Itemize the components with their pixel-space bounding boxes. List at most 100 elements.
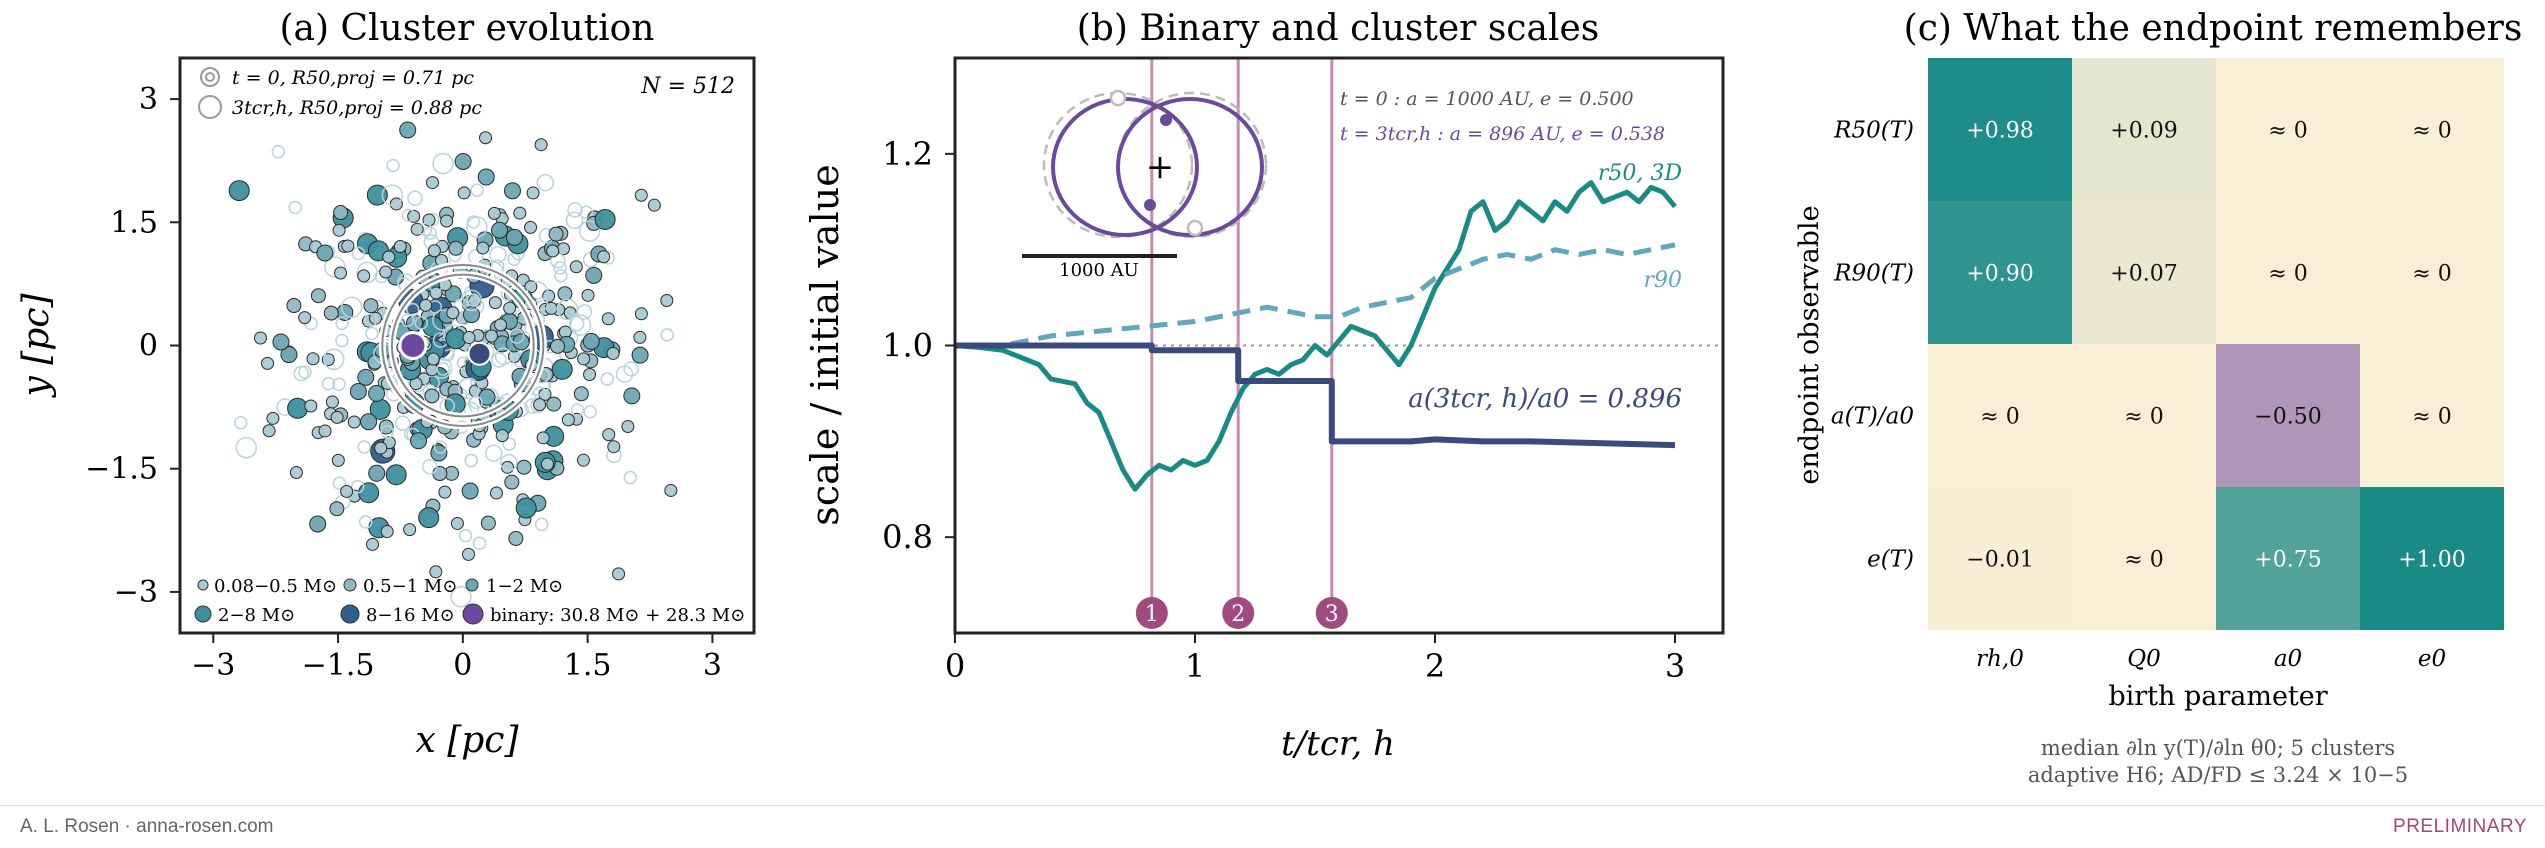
star-marker xyxy=(432,152,454,175)
heatmap-cell-value: ≈ 0 xyxy=(2124,405,2163,430)
star-marker xyxy=(561,413,575,427)
heatmap-cell xyxy=(2216,487,2360,630)
star-marker xyxy=(634,307,648,321)
chart-b-xlabel: t/tcr, h xyxy=(1281,724,1395,764)
star-marker xyxy=(261,356,275,370)
star-marker xyxy=(419,298,433,312)
legend-mass-3: 1−2 M⊙ xyxy=(486,576,563,597)
chart-a-plot-area xyxy=(178,56,756,635)
star-marker xyxy=(318,424,332,438)
chart-b-ylabel: scale / initial value xyxy=(803,164,847,525)
star-marker xyxy=(569,260,583,274)
legend-mass-4: 2−8 M⊙ xyxy=(218,605,295,626)
star-marker xyxy=(399,121,417,139)
heatmap-cell xyxy=(1928,201,2072,344)
star-marker xyxy=(425,176,439,190)
heatmap-cell-value: −0.01 xyxy=(1966,548,2033,573)
line-chart-panel: (b) Binary and cluster scales 1 2 3 0 1 2 3 0.… xyxy=(803,8,1725,764)
star-marker xyxy=(534,138,548,152)
heatmap-cell xyxy=(1928,487,2072,630)
heatmap-cell-value: ≈ 0 xyxy=(2268,262,2307,287)
star-marker xyxy=(461,482,479,500)
star-marker xyxy=(331,453,345,467)
star-marker xyxy=(379,265,393,279)
star-marker xyxy=(491,352,507,368)
star-marker xyxy=(380,425,394,439)
star-marker xyxy=(454,152,472,170)
star-marker xyxy=(633,330,647,344)
star-marker xyxy=(664,483,678,497)
star-marker xyxy=(422,458,438,475)
star-marker xyxy=(500,453,518,472)
star-marker xyxy=(621,419,635,433)
star-marker xyxy=(458,528,473,543)
orbit-final-2 xyxy=(1116,97,1264,237)
star-marker xyxy=(634,188,648,202)
binary-t0-annotation: t = 0 : a = 1000 AU, e = 0.500 xyxy=(1340,88,1634,110)
star-marker xyxy=(464,453,478,468)
star-marker xyxy=(583,368,597,382)
star-marker xyxy=(365,326,379,341)
legend-binary: binary: 30.8 M⊙ + 28.3 M⊙ xyxy=(490,605,745,626)
chart-c-ylabel: endpoint observable xyxy=(1794,205,1825,484)
star-marker xyxy=(440,214,454,228)
star-marker xyxy=(524,220,538,234)
star-marker xyxy=(444,285,462,303)
heatmap-column-label: a0 xyxy=(2274,646,2302,672)
legend-t0-marker-inner xyxy=(205,72,215,82)
event-label: 1 xyxy=(1145,602,1159,627)
scalebar-label: 1000 AU xyxy=(1059,260,1139,281)
heatmap-row-label: R90(T) xyxy=(1833,261,1914,287)
star-marker xyxy=(436,362,450,376)
heatmap-cell-value: +0.90 xyxy=(1966,262,2033,287)
star-marker xyxy=(394,415,411,431)
heatmap-column-label: e0 xyxy=(2418,646,2446,672)
star-marker xyxy=(357,269,371,283)
event-marker xyxy=(1222,597,1255,629)
legend-bottom: 0.08−0.5 M⊙ 0.5−1 M⊙ 1−2 M⊙ 2−8 M⊙ 8−16 … xyxy=(194,576,745,626)
star-marker xyxy=(462,547,476,561)
star-marker xyxy=(324,256,346,278)
legend-mass-5: 8−16 M⊙ xyxy=(366,605,455,626)
star-marker xyxy=(286,298,302,314)
heatmap-cell-value: +0.98 xyxy=(1966,119,2033,144)
star-marker xyxy=(623,387,641,405)
heatmap-row-label: R50(T) xyxy=(1833,118,1914,144)
star-marker xyxy=(448,240,464,256)
star-marker xyxy=(576,453,590,467)
star-marker xyxy=(581,288,595,302)
star-marker xyxy=(647,198,661,212)
x-tick-label: 3 xyxy=(1665,647,1685,685)
heatmap-cell xyxy=(2072,58,2216,201)
star-marker xyxy=(329,501,345,517)
star-marker xyxy=(368,464,386,482)
star-marker xyxy=(457,186,471,200)
star-marker xyxy=(509,328,525,344)
star-marker xyxy=(600,372,614,386)
star-marker xyxy=(612,567,626,581)
star-marker xyxy=(585,266,603,284)
binary-orbit-inset: + 1000 AU xyxy=(1022,89,1268,281)
star-marker xyxy=(321,353,335,367)
star-marker xyxy=(427,244,441,258)
heatmap-cell-value: ≈ 0 xyxy=(1980,405,2019,430)
star-marker xyxy=(332,223,346,237)
star-marker xyxy=(536,173,555,192)
star-marker xyxy=(385,464,407,486)
star-marker xyxy=(289,466,303,480)
star-marker xyxy=(479,131,493,145)
star-marker xyxy=(309,515,327,533)
scatter-chart-panel: (a) Cluster evolution −3 −1.5 0 1.5 3 −3 −1.5 0… xyxy=(16,8,756,761)
star-marker xyxy=(489,486,503,500)
star-marker xyxy=(533,398,547,412)
star-marker xyxy=(503,301,517,315)
star-marker xyxy=(550,338,566,354)
star-marker xyxy=(340,484,354,498)
star-marker xyxy=(433,440,448,454)
legend-t0-text: t = 0, R50,proj = 0.71 pc xyxy=(232,67,474,89)
heatmap-cell xyxy=(2360,201,2504,344)
star-marker xyxy=(466,293,481,307)
heatmap-cell xyxy=(2360,487,2504,630)
star-marker xyxy=(418,222,433,237)
star-marker xyxy=(450,585,472,608)
